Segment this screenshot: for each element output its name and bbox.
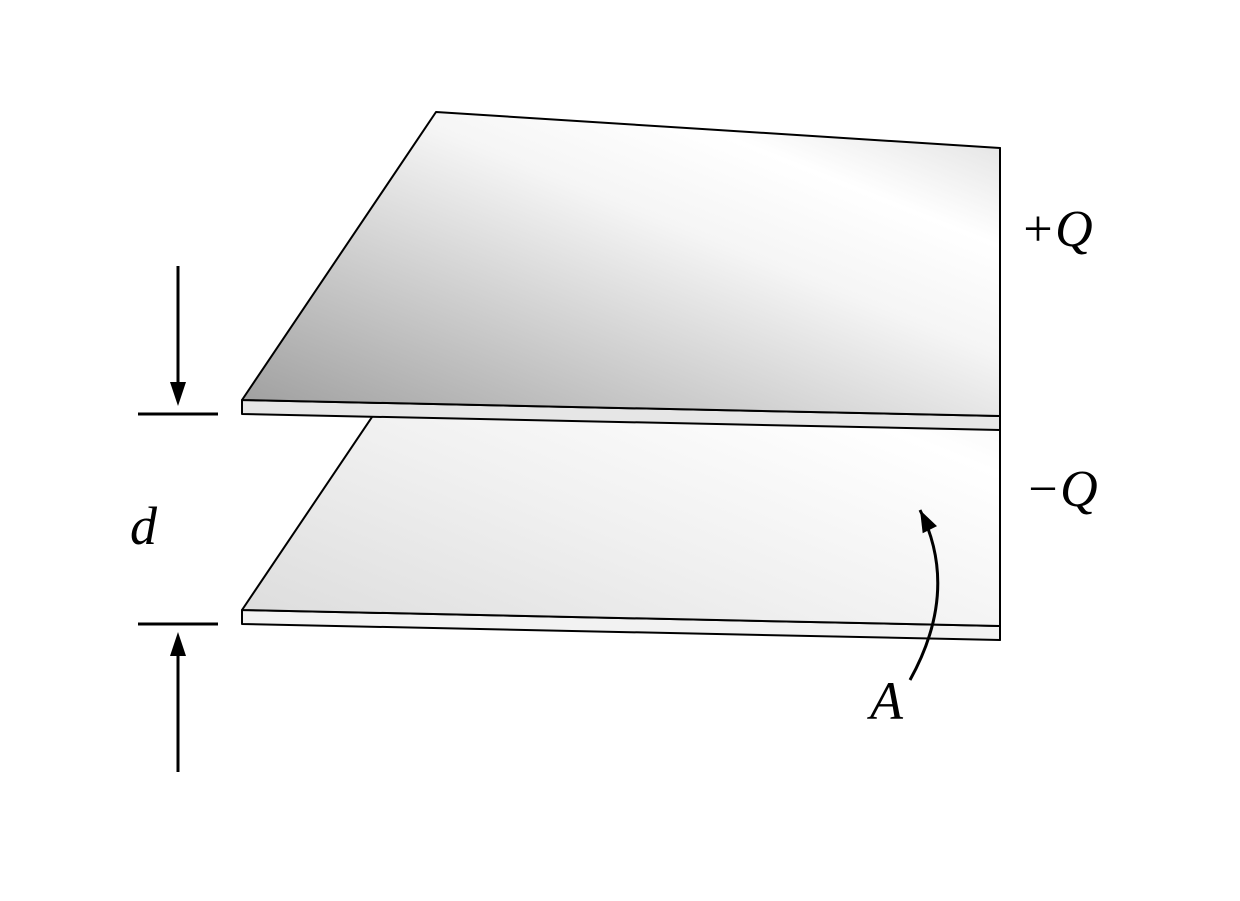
label-bottom-charge: −Q <box>1025 460 1098 519</box>
label-separation: d <box>130 495 157 557</box>
capacitor-diagram: +Q −Q d A <box>0 0 1240 901</box>
annotation-layer <box>0 0 1240 901</box>
label-area: A <box>870 670 903 732</box>
label-top-charge: +Q <box>1020 200 1093 259</box>
